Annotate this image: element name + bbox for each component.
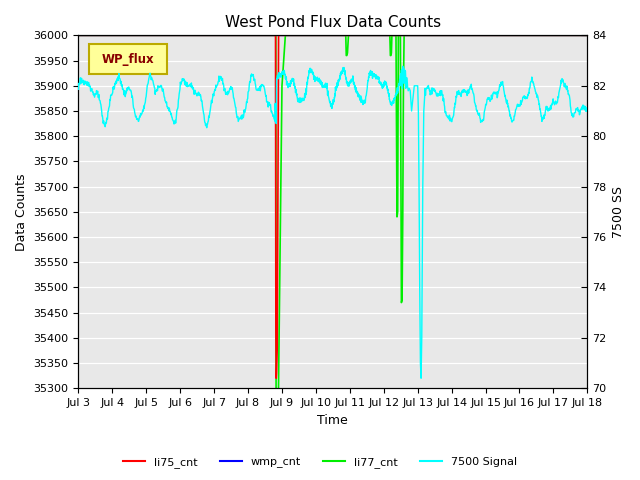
FancyBboxPatch shape <box>88 44 168 74</box>
Title: West Pond Flux Data Counts: West Pond Flux Data Counts <box>225 15 441 30</box>
Y-axis label: Data Counts: Data Counts <box>15 173 28 251</box>
Text: WP_flux: WP_flux <box>102 53 154 66</box>
X-axis label: Time: Time <box>317 414 348 427</box>
Legend: li75_cnt, wmp_cnt, li77_cnt, 7500 Signal: li75_cnt, wmp_cnt, li77_cnt, 7500 Signal <box>118 452 522 472</box>
Y-axis label: 7500 SS: 7500 SS <box>612 186 625 238</box>
